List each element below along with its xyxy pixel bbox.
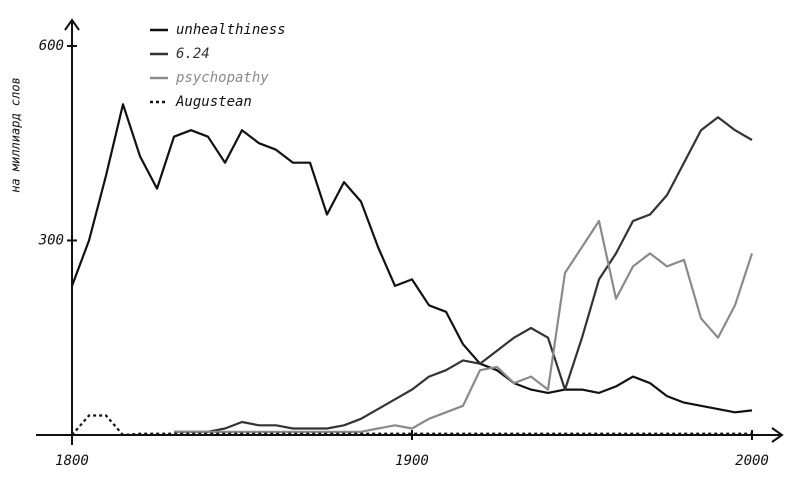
- legend-label: psychopathy: [175, 70, 269, 86]
- series-line: [174, 219, 754, 433]
- y-tick-label: 300: [38, 232, 64, 248]
- legend-label: Augustean: [175, 94, 252, 110]
- legend-label: unhealthiness: [176, 22, 286, 38]
- y-axis: [64, 18, 80, 445]
- x-tick-label: 1800: [55, 453, 89, 469]
- legend-label: 6.24: [176, 46, 210, 62]
- y-axis-label: на миллиард слов: [9, 77, 23, 193]
- y-tick-label: 600: [39, 38, 64, 54]
- x-axis: [36, 427, 784, 443]
- series-line: [70, 103, 753, 414]
- series-line: [71, 414, 752, 437]
- series-line: [174, 116, 753, 433]
- x-tick-label: 2000: [735, 453, 769, 469]
- x-tick-label: 1900: [395, 453, 429, 469]
